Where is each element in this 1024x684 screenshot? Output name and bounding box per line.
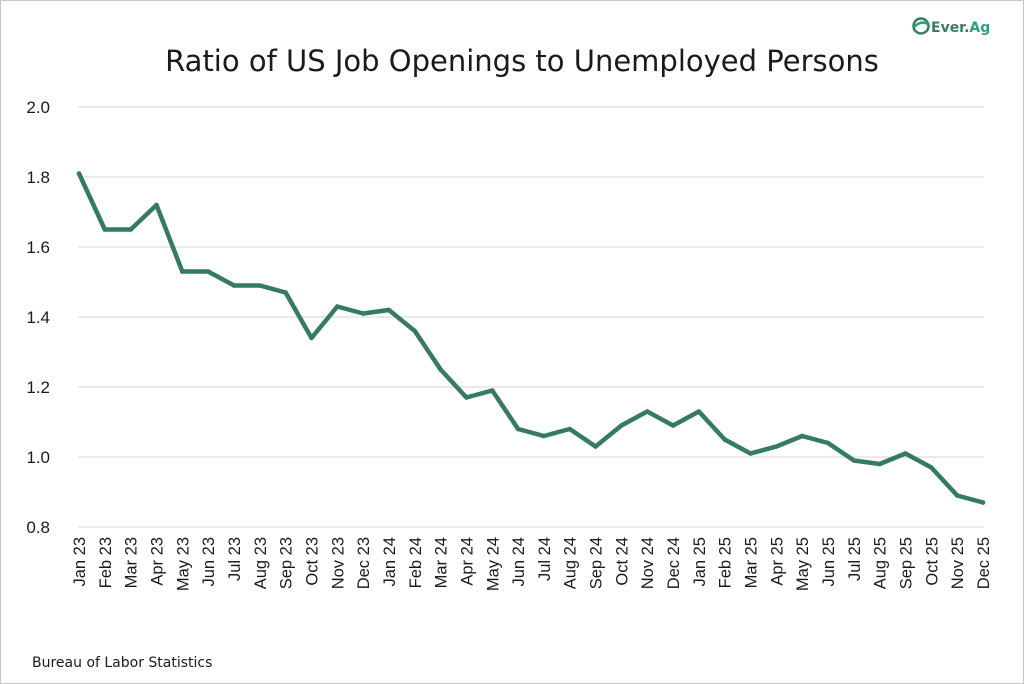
x-tick-label: Aug 24 — [562, 537, 580, 589]
x-tick-label: Oct 23 — [303, 537, 321, 586]
x-axis-ticks: Jan 23 Feb 23 Mar 23 Apr 23 May 23 Jun 23 Jul … — [71, 537, 993, 591]
data-point — [567, 426, 572, 432]
data-point — [283, 290, 288, 295]
data-point — [619, 423, 624, 428]
x-tick-label: Oct 25 — [923, 537, 941, 586]
data-point — [128, 227, 133, 232]
data-point — [438, 367, 443, 372]
data-point — [102, 227, 108, 232]
everag-logo: Ever.Ag — [912, 17, 990, 36]
data-point — [231, 283, 237, 288]
x-tick-label: Dec 24 — [665, 537, 683, 589]
data-point — [180, 269, 185, 274]
series-group — [76, 171, 986, 505]
data-point — [825, 440, 831, 446]
source-note: Bureau of Labor Statistics — [32, 655, 212, 671]
brand-name-part1: Ever. — [931, 20, 969, 36]
data-point — [464, 395, 469, 400]
data-point — [696, 409, 702, 414]
x-tick-label: Jun 23 — [200, 537, 218, 587]
data-point — [412, 328, 418, 334]
data-point — [360, 311, 366, 316]
x-tick-label: Jul 24 — [536, 537, 554, 581]
data-point — [386, 307, 392, 313]
data-point — [490, 388, 495, 393]
data-point — [799, 433, 805, 439]
data-point — [980, 500, 986, 505]
data-point — [309, 335, 314, 341]
x-tick-label: Mar 24 — [433, 537, 451, 588]
data-point — [774, 444, 779, 449]
x-tick-label: Nov 23 — [329, 537, 347, 589]
x-tick-label: Sep 23 — [278, 537, 296, 589]
y-tick-label: 0.8 — [26, 518, 50, 537]
data-point — [929, 465, 934, 470]
x-tick-label: Sep 25 — [898, 537, 916, 589]
y-tick-label: 1.8 — [26, 168, 50, 187]
x-tick-label: Dec 23 — [355, 537, 373, 589]
data-point — [722, 437, 727, 442]
x-tick-label: Feb 23 — [97, 537, 115, 588]
x-tick-label: Mar 25 — [743, 537, 761, 588]
y-tick-label: 1.0 — [26, 448, 50, 467]
y-tick-label: 1.4 — [26, 308, 50, 327]
x-tick-label: Jul 23 — [226, 537, 244, 581]
x-tick-label: Jan 24 — [381, 537, 399, 587]
data-point — [76, 171, 82, 176]
x-tick-label: Nov 25 — [949, 537, 967, 589]
x-tick-label: May 23 — [174, 537, 192, 591]
y-tick-label: 1.2 — [26, 378, 50, 397]
data-point — [644, 409, 650, 414]
x-tick-label: Feb 24 — [407, 537, 425, 588]
x-tick-label: Aug 25 — [872, 537, 890, 589]
y-tick-label: 1.6 — [26, 238, 50, 257]
x-tick-label: May 24 — [484, 537, 502, 591]
data-point — [877, 461, 882, 467]
everag-logo-icon — [912, 17, 930, 35]
svg-text:Ever.Ag: Ever.Ag — [931, 20, 990, 36]
x-tick-label: Jul 25 — [846, 537, 864, 581]
data-point — [670, 423, 676, 428]
data-point — [205, 269, 211, 274]
x-tick-label: Feb 25 — [717, 537, 735, 588]
x-tick-label: Mar 23 — [123, 537, 141, 588]
x-tick-label: Sep 24 — [588, 537, 606, 589]
gridlines — [78, 106, 984, 528]
x-tick-label: Aug 23 — [252, 537, 270, 589]
x-tick-label: Jun 25 — [820, 537, 838, 587]
data-point — [335, 304, 340, 309]
x-tick-label: Apr 25 — [768, 537, 786, 586]
data-point — [954, 493, 960, 498]
data-point — [257, 283, 263, 288]
data-point — [541, 433, 547, 439]
x-tick-label: Oct 24 — [613, 537, 631, 586]
x-tick-label: Apr 24 — [458, 537, 476, 586]
x-tick-label: Apr 23 — [148, 537, 166, 586]
x-tick-label: Jun 24 — [510, 537, 528, 587]
x-tick-label: May 25 — [794, 537, 812, 591]
y-tick-label: 2.0 — [26, 98, 50, 117]
brand-name-part2: Ag — [969, 20, 990, 36]
data-point — [515, 426, 521, 432]
data-point — [851, 458, 857, 463]
data-point — [903, 451, 908, 456]
chart-title: Ratio of US Job Openings to Unemployed P… — [165, 44, 879, 78]
x-tick-label: Jan 25 — [691, 537, 709, 587]
y-axis-ticks: 0.8 1.0 1.2 1.4 1.6 1.8 2.0 — [26, 98, 50, 537]
data-point — [593, 444, 598, 449]
data-point — [748, 451, 753, 456]
x-tick-label: Nov 24 — [639, 537, 657, 589]
data-point — [154, 202, 159, 208]
x-tick-label: Jan 23 — [71, 537, 89, 587]
series-line — [76, 171, 986, 505]
x-tick-label: Dec 25 — [975, 537, 993, 589]
